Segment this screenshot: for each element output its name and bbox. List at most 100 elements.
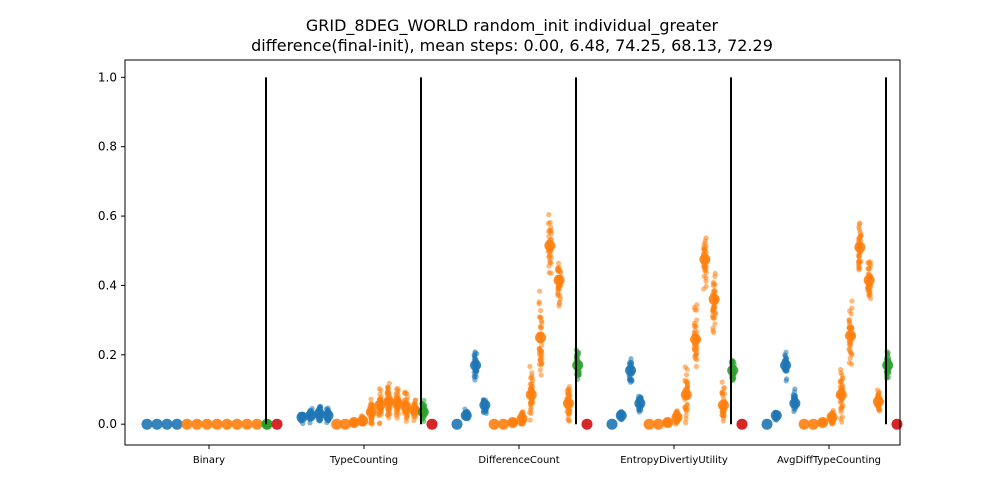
data-point <box>691 320 698 326</box>
data-point <box>548 227 554 234</box>
cluster-mean-marker <box>562 397 574 409</box>
cluster-mean-marker <box>671 411 683 423</box>
data-point <box>536 361 543 368</box>
data-point <box>529 370 535 376</box>
cluster-mean-marker <box>451 418 463 430</box>
cluster-mean-marker <box>488 418 500 430</box>
cluster-mean-marker <box>497 418 509 430</box>
cluster-mean-marker <box>572 359 584 371</box>
cluster-mean-marker <box>211 418 223 430</box>
cluster-mean-marker <box>141 418 153 430</box>
data-point <box>318 403 324 410</box>
data-point <box>369 416 375 422</box>
y-tick-label: 0.0 <box>98 417 117 431</box>
data-point <box>537 288 543 294</box>
data-point <box>684 384 691 390</box>
cluster-mean-marker <box>322 410 334 422</box>
data-point <box>555 289 561 295</box>
data-point <box>856 259 863 265</box>
cluster-mean-marker <box>426 418 438 430</box>
cluster-mean-marker <box>231 418 243 430</box>
data-point <box>538 315 544 321</box>
cluster-mean-marker <box>470 359 482 371</box>
data-point <box>411 417 417 423</box>
data-point <box>694 329 700 335</box>
group-separators <box>265 77 887 425</box>
cluster-mean-marker <box>339 418 351 430</box>
data-point <box>703 278 709 284</box>
data-point <box>628 376 634 383</box>
cluster-mean-marker <box>761 418 773 430</box>
data-point <box>839 405 845 411</box>
data-point <box>856 263 862 269</box>
cluster-mean-marker <box>727 364 739 376</box>
cluster-mean-marker <box>708 293 720 305</box>
data-point <box>546 212 552 218</box>
cluster-mean-marker <box>606 418 618 430</box>
cluster-mean-marker <box>634 397 646 409</box>
x-category-label: Binary <box>193 455 225 466</box>
data-point <box>376 411 382 417</box>
data-point <box>404 414 410 420</box>
data-point <box>566 418 573 424</box>
cluster-mean-marker <box>817 416 829 428</box>
chart-title: GRID_8DEG_WORLD random_init individual_g… <box>306 16 719 36</box>
data-point <box>527 363 533 370</box>
cluster-mean-marker <box>780 359 792 371</box>
data-point <box>847 355 853 361</box>
data-point <box>307 420 313 426</box>
data-point <box>710 325 716 331</box>
cluster-mean-marker <box>191 418 203 430</box>
data-point <box>529 399 535 405</box>
chart-subtitle: difference(final-init), mean steps: 0.00… <box>251 36 773 55</box>
data-point <box>386 380 393 386</box>
cluster-mean-marker <box>400 401 412 413</box>
data-point <box>403 390 409 396</box>
data-point <box>691 345 697 351</box>
cluster-mean-marker <box>296 411 308 423</box>
data-point <box>692 307 698 313</box>
data-point <box>866 266 872 272</box>
cluster-mean-marker <box>535 331 547 343</box>
chart-axes: 0.0 0.2 0.4 0.6 0.8 1.0 Binary TypeCounting Diff… <box>98 59 901 466</box>
data-point <box>847 308 853 314</box>
y-tick-label: 0.4 <box>98 278 117 292</box>
data-point <box>693 351 699 357</box>
data-point <box>555 268 562 274</box>
x-category-label: EntropyDivertiyUtility <box>620 455 728 466</box>
data-point <box>684 408 690 414</box>
cluster-mean-marker <box>835 389 847 401</box>
data-point <box>712 270 718 276</box>
cluster-mean-marker <box>507 416 519 428</box>
data-point <box>847 345 853 352</box>
data-point <box>576 349 582 356</box>
cluster-mean-marker <box>789 397 801 409</box>
data-point <box>693 363 700 370</box>
data-point <box>528 375 534 381</box>
data-point <box>386 415 392 421</box>
cluster-mean-marker <box>201 418 213 430</box>
data-point <box>546 270 552 276</box>
data-point <box>702 238 708 244</box>
data-point <box>636 393 642 399</box>
cluster-mean-marker <box>221 418 233 430</box>
data-point <box>567 393 573 399</box>
data-point <box>846 325 852 331</box>
cluster-mean-marker <box>872 396 884 408</box>
data-point <box>839 414 846 420</box>
data-point <box>711 315 718 321</box>
data-point <box>692 355 698 362</box>
cluster-mean-marker <box>383 396 395 408</box>
cluster-mean-marker <box>845 330 857 342</box>
data-point <box>856 227 863 233</box>
data-point <box>710 282 716 289</box>
data-point <box>719 390 725 396</box>
cluster-mean-marker <box>553 274 565 286</box>
data-point <box>702 268 708 274</box>
data-point <box>538 324 544 330</box>
data-point <box>682 420 689 426</box>
chart-marks <box>141 212 903 430</box>
cluster-mean-marker <box>770 410 782 422</box>
cluster-mean-marker <box>662 416 674 428</box>
